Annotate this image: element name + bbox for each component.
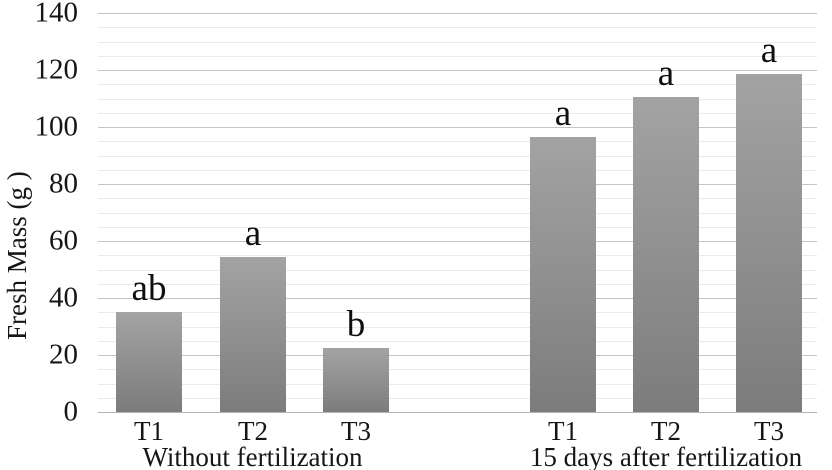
y-axis-tick-label: 120 [34, 53, 79, 86]
minor-gridline [98, 212, 817, 214]
minor-gridline [98, 369, 817, 371]
major-gridline [98, 241, 817, 242]
significance-letter: a [554, 92, 572, 134]
minor-gridline [98, 198, 817, 200]
group-label: Without fertilization [142, 442, 363, 470]
minor-gridline [98, 226, 817, 228]
y-axis-tick-label: 80 [49, 167, 78, 200]
category-label: T3 [341, 416, 371, 446]
minor-gridline [98, 340, 817, 342]
major-gridline [98, 298, 817, 299]
bar-t2-group2 [633, 97, 699, 412]
minor-gridline [98, 41, 817, 43]
minor-gridline [98, 255, 817, 257]
minor-gridline [98, 27, 817, 29]
y-axis-tick-label: 60 [49, 224, 78, 257]
category-label: T2 [238, 416, 268, 446]
category-label: T3 [754, 416, 784, 446]
bar-t1-group1 [116, 312, 182, 412]
y-axis-tick-label: 100 [34, 110, 79, 143]
major-gridline [98, 184, 817, 185]
minor-gridline [98, 55, 817, 57]
minor-gridline [98, 84, 817, 86]
y-axis-tick-label: 140 [34, 0, 79, 29]
category-label: T1 [548, 416, 578, 446]
minor-gridline [98, 155, 817, 157]
bar-t1-group2 [530, 136, 596, 412]
major-gridline [98, 355, 817, 356]
minor-gridline [98, 169, 817, 171]
minor-gridline [98, 269, 817, 271]
category-label: T1 [134, 416, 164, 446]
major-gridline [98, 13, 817, 14]
y-axis-tick-label: 20 [49, 338, 78, 371]
y-axis-tick-label: 0 [63, 395, 79, 428]
plot-area: ab a b a a a [98, 13, 817, 413]
significance-letter: a [657, 53, 675, 95]
bar-t3-group1 [323, 347, 389, 412]
minor-gridline [98, 98, 817, 100]
y-axis-tick-label: 40 [49, 281, 78, 314]
minor-gridline [98, 112, 817, 114]
major-gridline [98, 127, 817, 128]
category-label: T2 [651, 416, 681, 446]
significance-letter: a [244, 212, 262, 254]
x-axis-line [98, 412, 817, 413]
bar-t2-group1 [220, 256, 286, 412]
minor-gridline [98, 141, 817, 143]
minor-gridline [98, 397, 817, 399]
minor-gridline [98, 383, 817, 385]
significance-letter: a [760, 30, 778, 72]
significance-letter: ab [131, 268, 167, 310]
minor-gridline [98, 283, 817, 285]
bar-t3-group2 [736, 74, 802, 412]
minor-gridline [98, 312, 817, 314]
major-gridline [98, 70, 817, 71]
minor-gridline [98, 326, 817, 328]
group-label: 15 days after fertilization [529, 442, 803, 470]
significance-letter: b [346, 303, 366, 345]
